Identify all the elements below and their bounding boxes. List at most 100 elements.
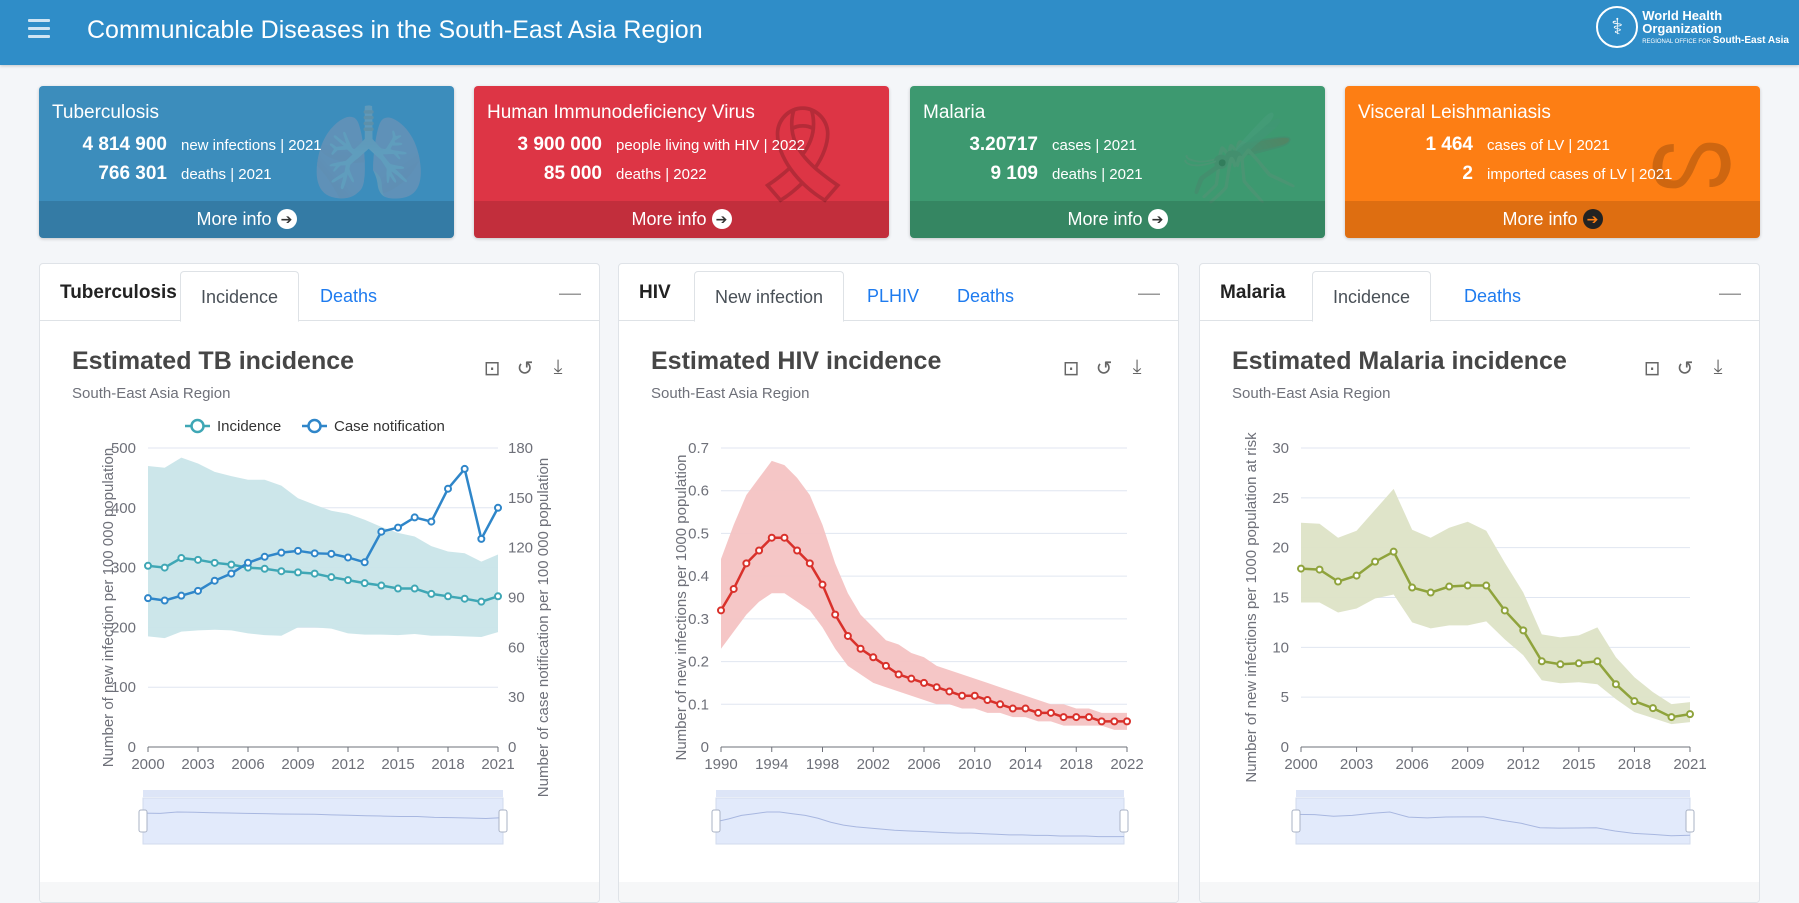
data-zoom-handle[interactable] bbox=[1119, 809, 1129, 833]
x-tick-label: 2012 bbox=[1507, 756, 1540, 773]
x-tick-label: 1994 bbox=[755, 756, 788, 773]
legend-marker bbox=[190, 418, 205, 434]
data-point bbox=[1648, 704, 1657, 713]
download-icon[interactable]: ⤓ bbox=[1713, 356, 1723, 378]
data-zoom-handle[interactable] bbox=[1291, 809, 1301, 833]
chart-panel-tuberculosis: Tuberculosis Incidence Deaths — Estimated… bbox=[39, 263, 600, 903]
tab-deaths[interactable]: Deaths bbox=[1464, 286, 1522, 306]
data-point bbox=[294, 568, 302, 577]
more-info-link[interactable]: More info ➔ bbox=[474, 201, 889, 238]
chart-panel-malaria: Malaria Incidence Deaths — Estimated Mala… bbox=[1199, 263, 1760, 903]
card-stat: 3.20717 cases | 2021 bbox=[910, 134, 1136, 156]
y-tick-label: 400 bbox=[111, 500, 136, 517]
stat-value: 766 301 bbox=[98, 163, 167, 184]
y2-axis-label: Number of case notification per 100 000 … bbox=[535, 458, 552, 797]
download-icon[interactable]: ⤓ bbox=[553, 356, 563, 378]
x-tick-label: 2014 bbox=[1009, 756, 1042, 773]
who-logo[interactable]: ⚕ World Health Organization REGIONAL OFF… bbox=[1596, 6, 1789, 48]
x-tick-label: 2018 bbox=[1060, 756, 1093, 773]
data-point bbox=[729, 584, 738, 593]
logo-region: South-East Asia bbox=[1712, 34, 1789, 46]
data-point bbox=[1574, 659, 1583, 668]
restore-icon[interactable]: ↺ bbox=[1676, 358, 1694, 380]
data-point bbox=[360, 579, 369, 588]
x-tick-label: 2021 bbox=[1673, 756, 1706, 773]
data-point bbox=[294, 546, 302, 555]
collapse-icon[interactable]: — bbox=[1138, 280, 1160, 305]
more-info-link[interactable]: More info ➔ bbox=[39, 201, 454, 238]
data-point bbox=[377, 581, 386, 590]
tab-plhiv[interactable]: PLHIV bbox=[867, 286, 920, 306]
hamburger-menu-icon[interactable] bbox=[28, 19, 50, 39]
stat-value: 1 464 bbox=[1425, 134, 1473, 155]
zoom-select-icon[interactable]: ⊡ bbox=[1643, 358, 1661, 380]
tab-incidence[interactable]: Incidence bbox=[1312, 271, 1432, 322]
y-axis-label: Number of new infections per 1000 popula… bbox=[1243, 432, 1260, 783]
data-zoom-slider bbox=[715, 797, 1125, 845]
more-info-link[interactable]: More info ➔ bbox=[910, 201, 1325, 238]
line-chart: 0 0.1 0.2 0.3 0.4 0.5 0.6 0.7 1990 1994 1998 2002 20… bbox=[673, 440, 1144, 845]
chart-subtitle: South-East Asia Region bbox=[72, 385, 231, 402]
panel-header: Tuberculosis Incidence Deaths — bbox=[40, 264, 599, 322]
zoom-select-icon[interactable]: ⊡ bbox=[1062, 358, 1080, 380]
data-point bbox=[460, 464, 469, 473]
card-stat: 4 814 900 new infections | 2021 bbox=[39, 134, 322, 156]
card-stat: 2 imported cases of LV | 2021 bbox=[1345, 163, 1672, 185]
more-info-link[interactable]: More info ➔ bbox=[1345, 201, 1760, 238]
restore-icon[interactable]: ↺ bbox=[1095, 358, 1113, 380]
y-tick-label: 0.2 bbox=[688, 654, 709, 671]
x-tick-label: 2003 bbox=[1340, 756, 1373, 773]
data-zoom-preview bbox=[142, 811, 504, 819]
tab-deaths[interactable]: Deaths bbox=[957, 286, 1015, 306]
data-point bbox=[831, 610, 840, 619]
x-tick-label: 2021 bbox=[481, 756, 514, 773]
zoom-select-icon[interactable]: ⊡ bbox=[483, 358, 501, 380]
data-point bbox=[907, 674, 916, 683]
data-point bbox=[194, 586, 202, 595]
data-point bbox=[1297, 564, 1305, 573]
uncertainty-band bbox=[148, 457, 498, 639]
data-point bbox=[160, 596, 169, 605]
top-navbar: Communicable Diseases in the South-East … bbox=[0, 0, 1799, 65]
y2-tick-label: 60 bbox=[508, 639, 525, 656]
restore-icon[interactable]: ↺ bbox=[516, 358, 534, 380]
y2-tick-label: 150 bbox=[508, 490, 533, 507]
series-line bbox=[147, 466, 500, 602]
stat-label: deaths | 2022 bbox=[616, 166, 707, 183]
data-zoom-handle[interactable] bbox=[498, 809, 508, 833]
data-point bbox=[1426, 588, 1435, 597]
data-zoom-preview bbox=[715, 811, 1124, 838]
logo-text: World Health Organization bbox=[1642, 7, 1723, 36]
y2-tick-label: 30 bbox=[508, 689, 525, 706]
data-point bbox=[344, 553, 352, 562]
y-tick-label: 0 bbox=[128, 739, 136, 756]
card-title: Tuberculosis bbox=[52, 102, 160, 123]
data-point bbox=[983, 696, 992, 705]
data-point bbox=[1445, 582, 1454, 591]
data-point bbox=[260, 552, 269, 561]
data-point bbox=[856, 644, 865, 653]
card-stat: 85 000 deaths | 2022 bbox=[474, 163, 707, 185]
data-point bbox=[1389, 547, 1398, 556]
data-point bbox=[717, 606, 725, 615]
data-zoom-handle[interactable] bbox=[138, 809, 148, 833]
data-point bbox=[427, 589, 436, 598]
data-point bbox=[327, 573, 336, 582]
tab-deaths[interactable]: Deaths bbox=[320, 286, 378, 306]
lungs-icon: 🫁 bbox=[309, 102, 428, 208]
tab-incidence[interactable]: Incidence bbox=[180, 271, 300, 322]
data-point bbox=[932, 683, 941, 692]
y-tick-label: 300 bbox=[111, 560, 136, 577]
data-zoom-handle[interactable] bbox=[711, 809, 721, 833]
data-point bbox=[177, 554, 186, 563]
stat-label: new infections | 2021 bbox=[181, 137, 322, 154]
data-zoom-handle[interactable] bbox=[1685, 809, 1695, 833]
data-point bbox=[958, 691, 967, 700]
collapse-icon[interactable]: — bbox=[1719, 280, 1741, 305]
download-icon[interactable]: ⤓ bbox=[1132, 356, 1142, 378]
data-point bbox=[1097, 717, 1106, 726]
y-tick-label: 200 bbox=[111, 619, 136, 636]
tab-new-infection[interactable]: New infection bbox=[694, 271, 845, 322]
collapse-icon[interactable]: — bbox=[559, 280, 581, 305]
y-tick-label: 15 bbox=[1272, 590, 1289, 607]
